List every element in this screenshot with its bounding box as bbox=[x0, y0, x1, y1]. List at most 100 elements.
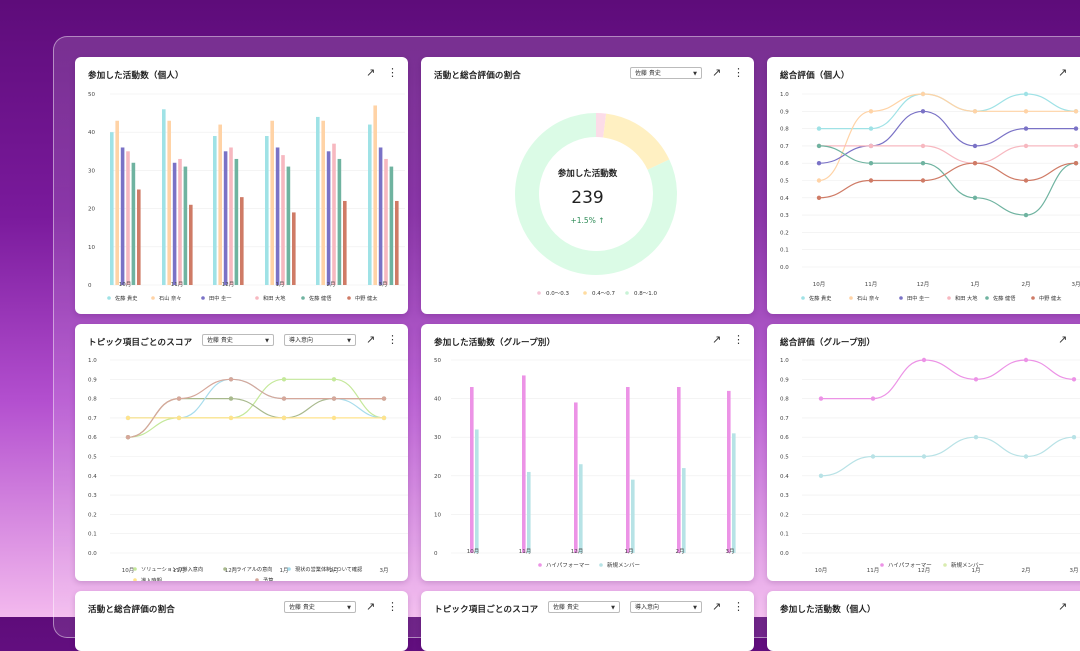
data-point bbox=[229, 377, 233, 381]
x-tick-label: 12月 bbox=[571, 548, 584, 555]
y-tick-label: 50 bbox=[434, 358, 441, 364]
bar bbox=[390, 167, 394, 285]
bar bbox=[522, 375, 526, 553]
legend-marker bbox=[947, 296, 951, 300]
y-tick-label: 0.9 bbox=[88, 377, 97, 383]
topic-dropdown[interactable]: 導入意向▼ bbox=[630, 601, 702, 613]
bar bbox=[218, 125, 222, 285]
data-point bbox=[1074, 109, 1078, 113]
y-tick-label: 0.0 bbox=[88, 551, 97, 557]
bar bbox=[110, 132, 114, 285]
legend-label: ハイパフォーマー bbox=[888, 562, 932, 569]
caret-down-icon: ▼ bbox=[693, 602, 697, 614]
person-dropdown[interactable]: 佐藤 貴史▼ bbox=[284, 601, 356, 613]
y-tick-label: 0.2 bbox=[780, 512, 789, 518]
bar bbox=[332, 144, 336, 285]
data-point bbox=[382, 396, 386, 400]
y-tick-label: 0.0 bbox=[780, 265, 789, 271]
bar bbox=[189, 205, 193, 285]
card-title: トピック項目ごとのスコア bbox=[434, 603, 538, 615]
bar bbox=[224, 151, 228, 285]
y-tick-label: 0.1 bbox=[780, 248, 789, 254]
data-point bbox=[974, 435, 978, 439]
y-tick-label: 40 bbox=[88, 130, 95, 136]
expand-icon[interactable]: ↗ bbox=[1058, 601, 1067, 613]
bar bbox=[579, 464, 583, 553]
legend-marker bbox=[537, 291, 541, 295]
y-tick-label: 50 bbox=[88, 92, 95, 98]
data-point bbox=[973, 109, 977, 113]
bar bbox=[677, 387, 681, 553]
bar bbox=[132, 163, 136, 285]
more-icon[interactable]: ⋮ bbox=[733, 601, 744, 613]
data-point bbox=[1074, 161, 1078, 165]
data-point bbox=[126, 435, 130, 439]
data-point bbox=[871, 454, 875, 458]
bar bbox=[270, 121, 274, 285]
bar bbox=[137, 190, 141, 286]
x-tick-label: 3月 bbox=[379, 281, 388, 288]
y-tick-label: 10 bbox=[88, 245, 95, 251]
series-line bbox=[819, 94, 1076, 181]
x-tick-label: 10月 bbox=[813, 281, 826, 288]
y-tick-label: 0.9 bbox=[780, 109, 789, 115]
bar bbox=[235, 159, 239, 285]
legend-label: 佐藤 貴史 bbox=[115, 294, 137, 302]
x-tick-label: 1月 bbox=[276, 281, 285, 288]
bar bbox=[327, 151, 331, 285]
legend-label: 中野 健太 bbox=[355, 294, 378, 302]
y-tick-label: 0.8 bbox=[780, 397, 789, 403]
x-tick-label: 2月 bbox=[327, 281, 336, 288]
legend-label: ソリューションの導入意向 bbox=[141, 565, 203, 573]
y-tick-label: 0.0 bbox=[780, 551, 789, 557]
expand-icon[interactable]: ↗ bbox=[712, 601, 721, 613]
bar bbox=[626, 387, 630, 553]
y-tick-label: 30 bbox=[434, 435, 441, 441]
card-activities-individual-2: 参加した活動数（個人） ↗ bbox=[767, 591, 1080, 651]
legend-marker bbox=[107, 296, 111, 300]
x-tick-label: 12月 bbox=[222, 281, 235, 288]
x-tick-label: 1月 bbox=[971, 281, 980, 288]
data-point bbox=[1024, 454, 1028, 458]
data-point bbox=[817, 161, 821, 165]
legend-label: 石山 奈々 bbox=[159, 294, 181, 302]
x-tick-label: 11月 bbox=[171, 281, 184, 288]
bar bbox=[395, 201, 399, 285]
data-point bbox=[922, 454, 926, 458]
x-tick-label: 10月 bbox=[122, 567, 135, 574]
legend-label: トライアルの意向 bbox=[231, 565, 272, 573]
data-point bbox=[332, 396, 336, 400]
more-icon[interactable]: ⋮ bbox=[387, 601, 398, 613]
y-tick-label: 40 bbox=[434, 397, 441, 403]
data-point bbox=[921, 178, 925, 182]
legend-label: 0.8〜1.0 bbox=[634, 291, 657, 297]
expand-icon[interactable]: ↗ bbox=[366, 601, 375, 613]
data-point bbox=[973, 196, 977, 200]
card-activity-ratio-2: 活動と総合評価の割合 佐藤 貴史▼ ↗ ⋮ bbox=[75, 591, 408, 651]
dropdown-value: 佐藤 貴史 bbox=[289, 604, 315, 611]
y-tick-label: 0.7 bbox=[780, 416, 789, 422]
data-point bbox=[282, 416, 286, 420]
data-point bbox=[126, 416, 130, 420]
legend-label: 佐藤 貴史 bbox=[809, 294, 831, 302]
legend-label: 0.4〜0.7 bbox=[592, 291, 615, 297]
legend-marker bbox=[201, 296, 205, 300]
legend-marker bbox=[880, 563, 884, 567]
legend-label: 導入時期 bbox=[141, 576, 162, 581]
legend-marker bbox=[625, 291, 629, 295]
data-point bbox=[869, 178, 873, 182]
y-tick-label: 30 bbox=[88, 168, 95, 174]
y-tick-label: 0.5 bbox=[88, 455, 97, 461]
data-point bbox=[332, 416, 336, 420]
y-tick-label: 0.6 bbox=[780, 161, 789, 167]
legend-marker bbox=[538, 563, 542, 567]
legend-marker bbox=[985, 296, 989, 300]
person-dropdown[interactable]: 佐藤 貴史▼ bbox=[548, 601, 620, 613]
bar bbox=[265, 136, 269, 285]
data-point bbox=[1024, 213, 1028, 217]
bar bbox=[121, 147, 125, 285]
